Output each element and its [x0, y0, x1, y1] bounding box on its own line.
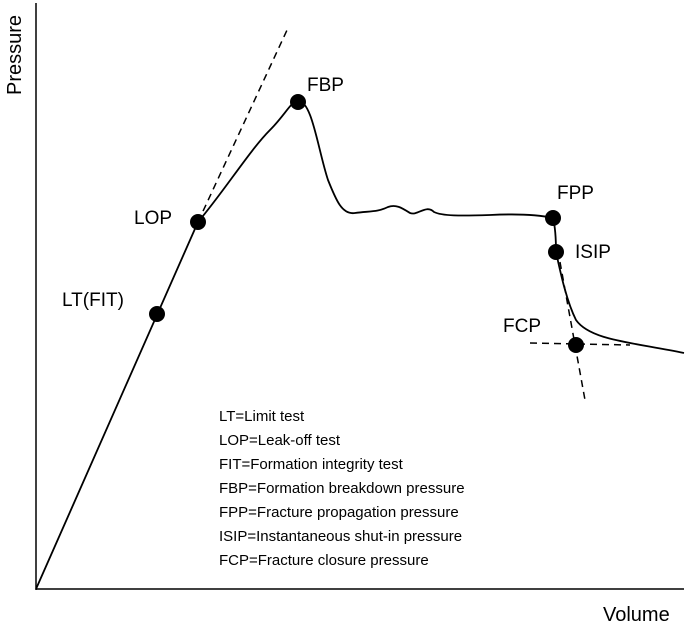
fcp-point [568, 337, 584, 353]
legend-item: LOP=Leak-off test [219, 432, 341, 449]
isip-point [548, 244, 564, 260]
legend-item: LT=Limit test [219, 408, 305, 425]
legend-item: FPP=Fracture propagation pressure [219, 504, 459, 521]
lt-label: LT(FIT) [62, 290, 124, 311]
lop-label: LOP [134, 208, 172, 229]
fbp-label: FBP [307, 75, 344, 96]
legend-item: FBP=Formation breakdown pressure [219, 480, 465, 497]
lop-point [190, 214, 206, 230]
legend: LT=Limit test LOP=Leak-off test FIT=Form… [219, 408, 465, 569]
legend-item: ISIP=Instantaneous shut-in pressure [219, 528, 462, 545]
fcp-label: FCP [503, 316, 541, 337]
fbp-point [290, 94, 306, 110]
legend-item: FCP=Fracture closure pressure [219, 552, 429, 569]
x-axis-title: Volume [603, 604, 670, 626]
lt-point [149, 306, 165, 322]
isip-label: ISIP [575, 242, 611, 263]
fpp-label: FPP [557, 183, 594, 204]
fpp-point [545, 210, 561, 226]
legend-item: FIT=Formation integrity test [219, 456, 404, 473]
y-axis-title: Pressure [4, 15, 26, 95]
